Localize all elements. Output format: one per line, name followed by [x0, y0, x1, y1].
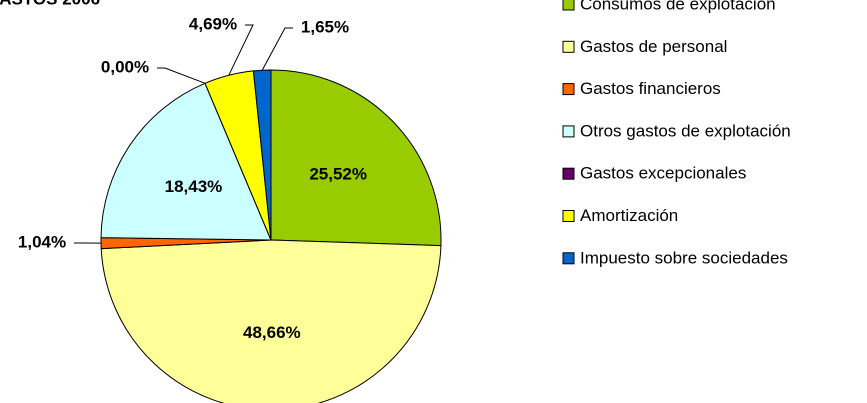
- legend-label: Impuesto sobre sociedades: [580, 248, 788, 267]
- data-label: 25,52%: [309, 164, 367, 183]
- pie-slice: [100, 239, 442, 403]
- legend-swatch: [562, 83, 575, 96]
- legend-label: Gastos financieros: [580, 79, 721, 98]
- legend-swatch: [562, 0, 575, 11]
- data-label: 48,66%: [243, 323, 301, 342]
- legend-label: Consumos de explotación: [580, 0, 776, 13]
- legend-swatch: [562, 210, 575, 222]
- data-label: 18,43%: [165, 177, 223, 196]
- legend-swatch: [562, 167, 575, 180]
- data-label: 0,00%: [101, 57, 149, 76]
- data-label: 4,69%: [189, 14, 237, 33]
- legend-swatch: [562, 252, 575, 265]
- leader-line: [157, 67, 206, 84]
- pie-slice: [100, 82, 272, 241]
- pie-slice: [270, 69, 442, 247]
- legend-label: Gastos excepcionales: [580, 164, 746, 183]
- leader-line: [228, 24, 254, 76]
- legend-swatch: [562, 40, 575, 53]
- legend-swatch: [562, 125, 575, 138]
- legend-label: Otros gastos de explotación: [580, 121, 791, 140]
- leader-line: [261, 27, 293, 71]
- chart-title: GASTOS 2006: [0, 0, 100, 8]
- pie-slice: [252, 69, 272, 241]
- data-label: 1,65%: [301, 17, 349, 36]
- legend-label: Amortización: [580, 206, 678, 225]
- legend-label: Gastos de personal: [580, 37, 727, 56]
- data-label: 1,04%: [18, 232, 66, 251]
